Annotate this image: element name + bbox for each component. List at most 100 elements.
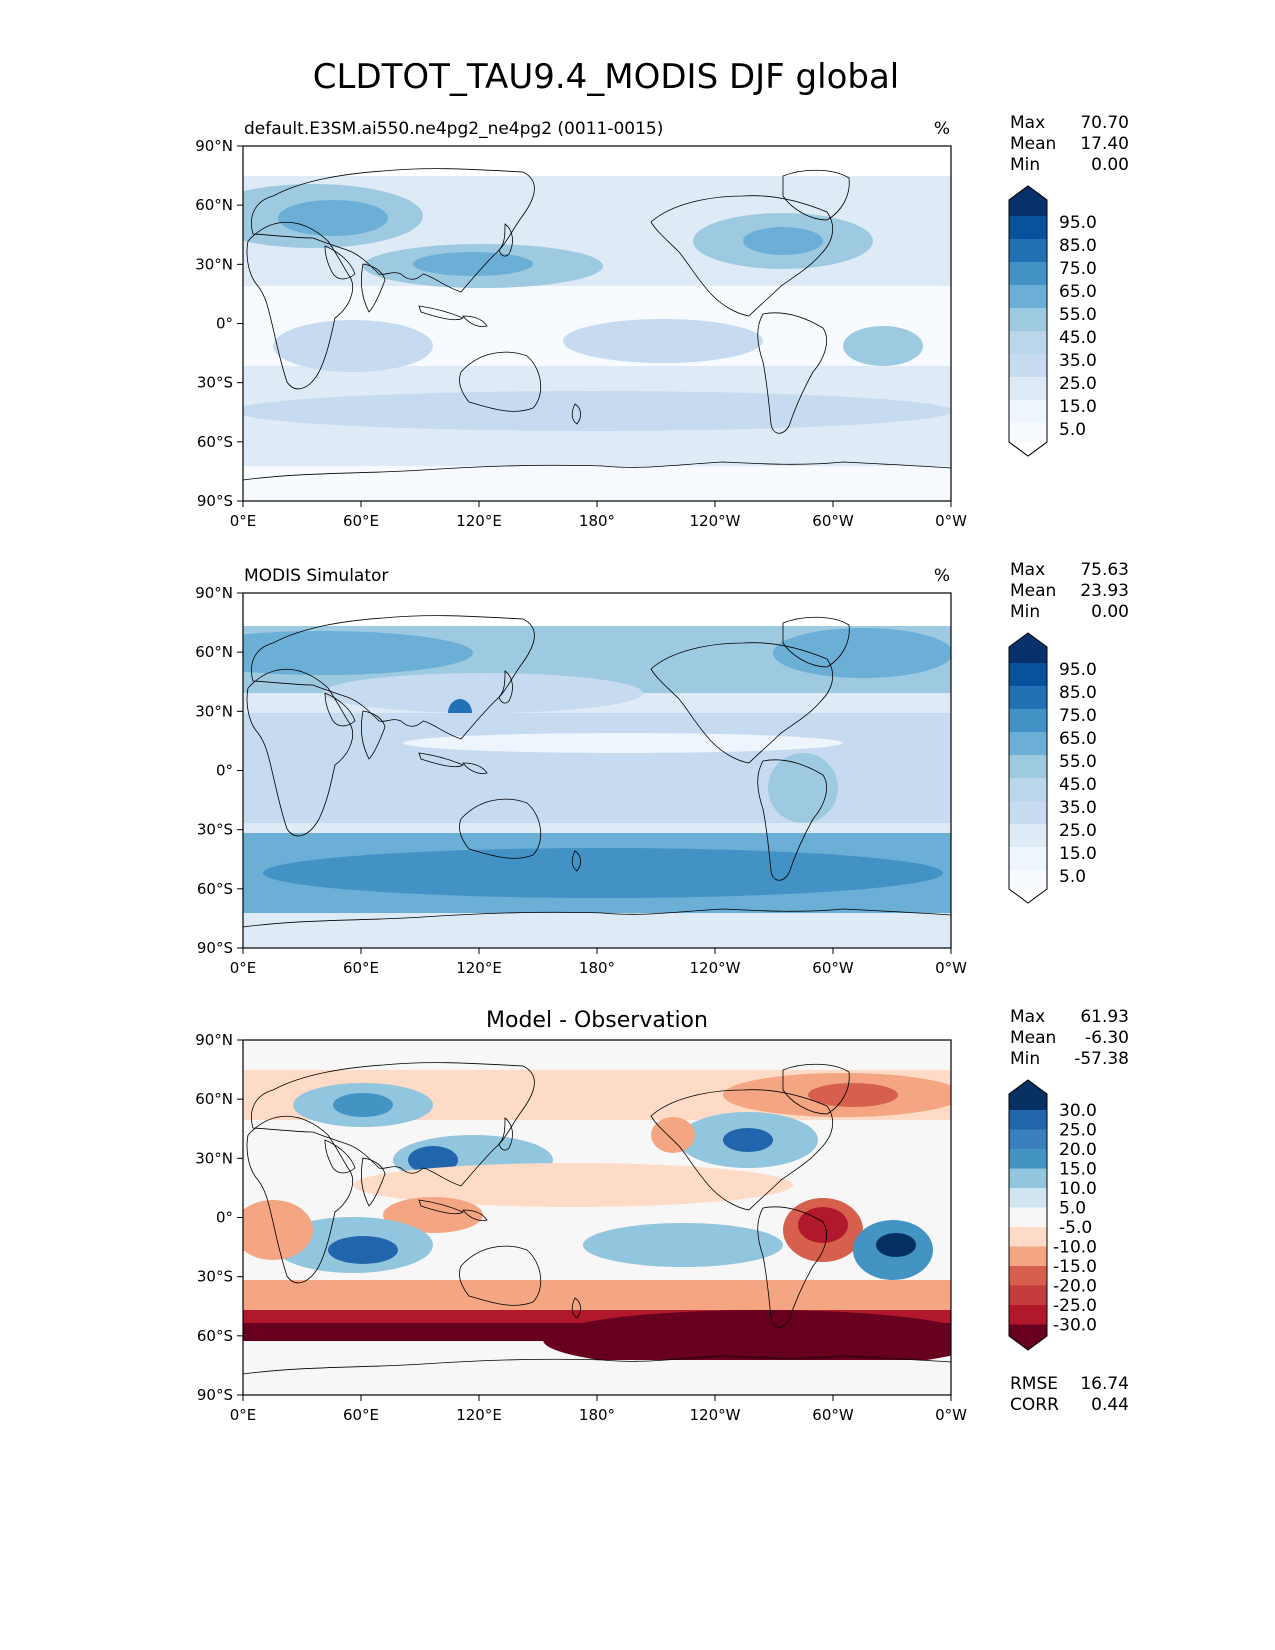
- y-tick-label: 30°S: [197, 821, 233, 839]
- x-tick-label: 60°E: [343, 959, 379, 977]
- y-tick-label: 0°: [216, 762, 233, 780]
- x-tick-label: 120°W: [690, 959, 741, 977]
- axes: 0°E 60°E 120°E 180° 120°W 60°W 0°W 90°N 60°N 30°N…: [195, 137, 967, 1424]
- colorbar-tick-label: 45.0: [1059, 328, 1097, 348]
- stat-value: 70.70: [1080, 113, 1129, 133]
- metric-value: 0.44: [1091, 1395, 1129, 1415]
- colorbar: 30.0 25.0 20.0 15.0 10.0 5.0 -5.0 -10.0 …: [1008, 1079, 1097, 1351]
- colorbar-tick-label: 65.0: [1059, 729, 1097, 749]
- colorbar-tick-label: 75.0: [1059, 706, 1097, 726]
- stat-label: Mean: [1010, 1028, 1056, 1048]
- stats-block: Max 61.93 Mean -6.30 Min -57.38: [1010, 1007, 1129, 1069]
- colorbar-tick-label: 15.0: [1059, 844, 1097, 864]
- colorbar-tick-label: 15.0: [1059, 1160, 1097, 1180]
- colorbar-tick-label: 35.0: [1059, 798, 1097, 818]
- panel-center-title: Model - Observation: [486, 1008, 708, 1033]
- y-tick-label: 90°S: [197, 492, 233, 510]
- colorbar-tick-label: -20.0: [1053, 1277, 1097, 1297]
- colorbar-tick-label: 25.0: [1059, 374, 1097, 394]
- x-tick-label: 0°W: [935, 1406, 967, 1424]
- y-tick-label: 30°N: [195, 1149, 233, 1167]
- stat-label: Min: [1010, 602, 1040, 622]
- y-tick-label: 90°N: [195, 1031, 233, 1049]
- x-tick-label: 60°E: [343, 512, 379, 530]
- stat-value: 75.63: [1080, 560, 1129, 580]
- stat-label: Min: [1010, 155, 1040, 175]
- colorbar-tick-label: 10.0: [1059, 1179, 1097, 1199]
- x-tick-label: 120°E: [456, 959, 502, 977]
- y-tick-label: 90°S: [197, 939, 233, 957]
- metrics-block: RMSE 16.74 CORR 0.44: [1010, 1374, 1129, 1415]
- stat-label: Mean: [1010, 581, 1056, 601]
- stat-label: Max: [1010, 1007, 1045, 1027]
- stat-value: 0.00: [1091, 602, 1129, 622]
- colorbar-tick-label: 30.0: [1059, 1101, 1097, 1121]
- stat-value: 17.40: [1080, 134, 1129, 154]
- y-tick-label: 60°S: [197, 433, 233, 451]
- y-tick-label: 60°N: [195, 1090, 233, 1108]
- y-tick-label: 60°N: [195, 196, 233, 214]
- colorbar-tick-label: 85.0: [1059, 683, 1097, 703]
- stat-value: -57.38: [1074, 1049, 1129, 1069]
- colorbar-tick-label: 25.0: [1059, 1121, 1097, 1141]
- colorbar-tick-label: -15.0: [1053, 1257, 1097, 1277]
- colorbar-tick-label: 55.0: [1059, 305, 1097, 325]
- x-tick-label: 120°W: [690, 1406, 741, 1424]
- panel-left-title: MODIS Simulator: [244, 566, 388, 586]
- colorbar-tick-label: 20.0: [1059, 1140, 1097, 1160]
- panel-units: %: [934, 119, 950, 139]
- colorbar-tick-label: 35.0: [1059, 351, 1097, 371]
- x-tick-label: 60°W: [812, 959, 854, 977]
- y-tick-label: 90°N: [195, 137, 233, 155]
- panel-difference: Model - Observation: [242, 1007, 1129, 1415]
- x-tick-label: 120°E: [456, 1406, 502, 1424]
- x-tick-label: 60°W: [812, 1406, 854, 1424]
- metric-value: 16.74: [1080, 1374, 1129, 1394]
- y-tick-label: 0°: [216, 1209, 233, 1227]
- colorbar-tick-label: 85.0: [1059, 236, 1097, 256]
- colorbar-tick-label: -25.0: [1053, 1296, 1097, 1316]
- panel-left-title: default.E3SM.ai550.ne4pg2_ne4pg2 (0011-0…: [244, 119, 663, 139]
- y-tick-label: 60°N: [195, 643, 233, 661]
- x-tick-label: 120°E: [456, 512, 502, 530]
- y-tick-label: 0°: [216, 315, 233, 333]
- map-area: [242, 1039, 952, 1396]
- y-tick-label: 30°N: [195, 255, 233, 273]
- x-tick-label: 0°E: [230, 959, 257, 977]
- x-tick-label: 0°W: [935, 512, 967, 530]
- colorbar: 95.0 85.0 75.0 65.0 55.0 45.0 35.0 25.0 …: [1008, 185, 1097, 457]
- x-tick-label: 180°: [579, 512, 615, 530]
- map-area: [242, 145, 952, 502]
- x-tick-label: 60°W: [812, 512, 854, 530]
- stat-label: Max: [1010, 560, 1045, 580]
- metric-label: CORR: [1010, 1395, 1059, 1415]
- colorbar-tick-label: 45.0: [1059, 775, 1097, 795]
- panel-model: default.E3SM.ai550.ne4pg2_ne4pg2 (0011-0…: [242, 113, 1129, 502]
- stat-label: Min: [1010, 1049, 1040, 1069]
- y-tick-label: 30°S: [197, 1268, 233, 1286]
- panel-observation: MODIS Simulator % Max: [242, 560, 1129, 949]
- colorbar-tick-label: -10.0: [1053, 1238, 1097, 1258]
- stat-value: -6.30: [1085, 1028, 1129, 1048]
- figure-title: CLDTOT_TAU9.4_MODIS DJF global: [313, 57, 899, 97]
- y-tick-label: 90°S: [197, 1386, 233, 1404]
- colorbar-tick-label: 75.0: [1059, 259, 1097, 279]
- colorbar-tick-label: -30.0: [1053, 1316, 1097, 1336]
- x-tick-label: 0°W: [935, 959, 967, 977]
- metric-label: RMSE: [1010, 1374, 1058, 1394]
- x-tick-label: 180°: [579, 959, 615, 977]
- y-tick-label: 60°S: [197, 1327, 233, 1345]
- x-tick-label: 180°: [579, 1406, 615, 1424]
- colorbar-tick-label: 95.0: [1059, 213, 1097, 233]
- stat-label: Max: [1010, 113, 1045, 133]
- colorbar-tick-label: 5.0: [1059, 1199, 1086, 1219]
- colorbar-tick-label: 65.0: [1059, 282, 1097, 302]
- stat-value: 61.93: [1080, 1007, 1129, 1027]
- colorbar-tick-label: 25.0: [1059, 821, 1097, 841]
- stat-value: 0.00: [1091, 155, 1129, 175]
- stats-block: Max 70.70 Mean 17.40 Min 0.00: [1010, 113, 1129, 175]
- x-tick-label: 60°E: [343, 1406, 379, 1424]
- x-tick-label: 0°E: [230, 512, 257, 530]
- colorbar-tick-label: 15.0: [1059, 397, 1097, 417]
